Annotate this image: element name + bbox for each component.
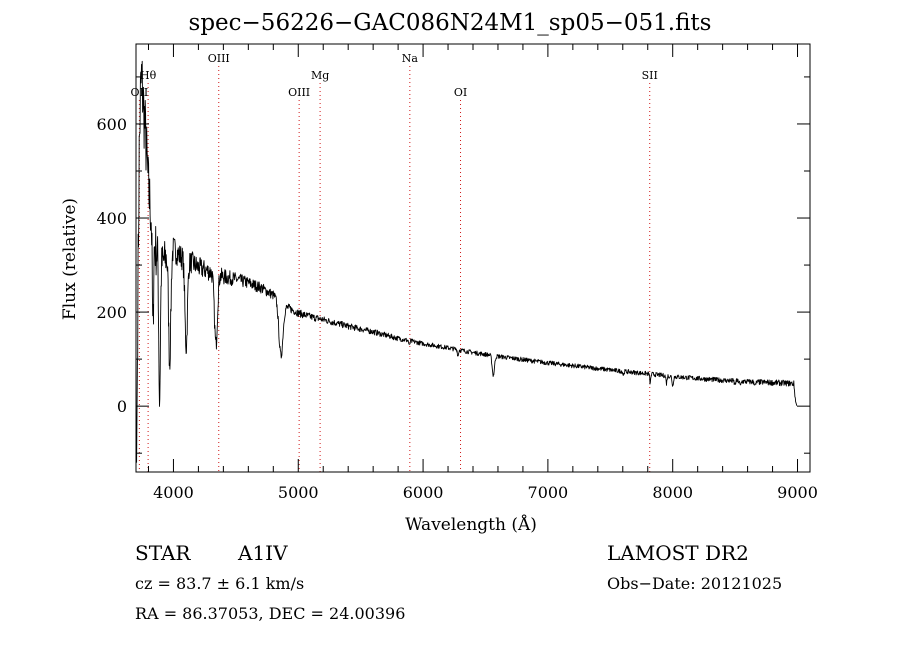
y-tick-label: 600 — [96, 115, 127, 134]
axis-ticks — [136, 44, 810, 472]
coordinates: RA = 86.37053, DEC = 24.00396 — [135, 604, 406, 623]
line-label: OII — [131, 86, 149, 99]
x-tick-label: 8000 — [652, 483, 693, 502]
object-class: STAR — [135, 541, 191, 565]
line-label: OIII — [288, 86, 310, 99]
y-tick-label: 200 — [96, 303, 127, 322]
x-tick-label: 4000 — [153, 483, 194, 502]
x-axis-label: Wavelength (Å) — [405, 514, 537, 535]
line-label: Na — [402, 52, 419, 65]
axis-tick-labels: 4000 5000 6000 7000 8000 9000 0 200 400 600 — [96, 115, 817, 502]
survey-name: LAMOST DR2 — [607, 541, 749, 565]
line-label: OI — [454, 86, 467, 99]
observation-date: Obs−Date: 20121025 — [607, 574, 783, 593]
line-label: OIII — [208, 52, 230, 65]
spectrum-line — [136, 60, 798, 463]
x-tick-label: 9000 — [777, 483, 818, 502]
line-label: Mg — [311, 69, 329, 82]
y-axis-label: Flux (relative) — [60, 198, 80, 320]
y-tick-label: 400 — [96, 209, 127, 228]
x-tick-label: 6000 — [403, 483, 444, 502]
chart-title: spec−56226−GAC086N24M1_sp05−051.fits — [188, 10, 712, 36]
line-label: SII — [642, 69, 658, 82]
line-label: Hθ — [140, 69, 157, 82]
x-tick-label: 5000 — [278, 483, 319, 502]
emission-line-markers — [138, 66, 651, 472]
plot-frame — [135, 43, 811, 473]
x-tick-label: 7000 — [528, 483, 569, 502]
y-tick-label: 0 — [117, 397, 127, 416]
spectral-subclass: A1IV — [238, 541, 288, 565]
redshift-velocity: cz = 83.7 ± 6.1 km/s — [135, 574, 305, 593]
